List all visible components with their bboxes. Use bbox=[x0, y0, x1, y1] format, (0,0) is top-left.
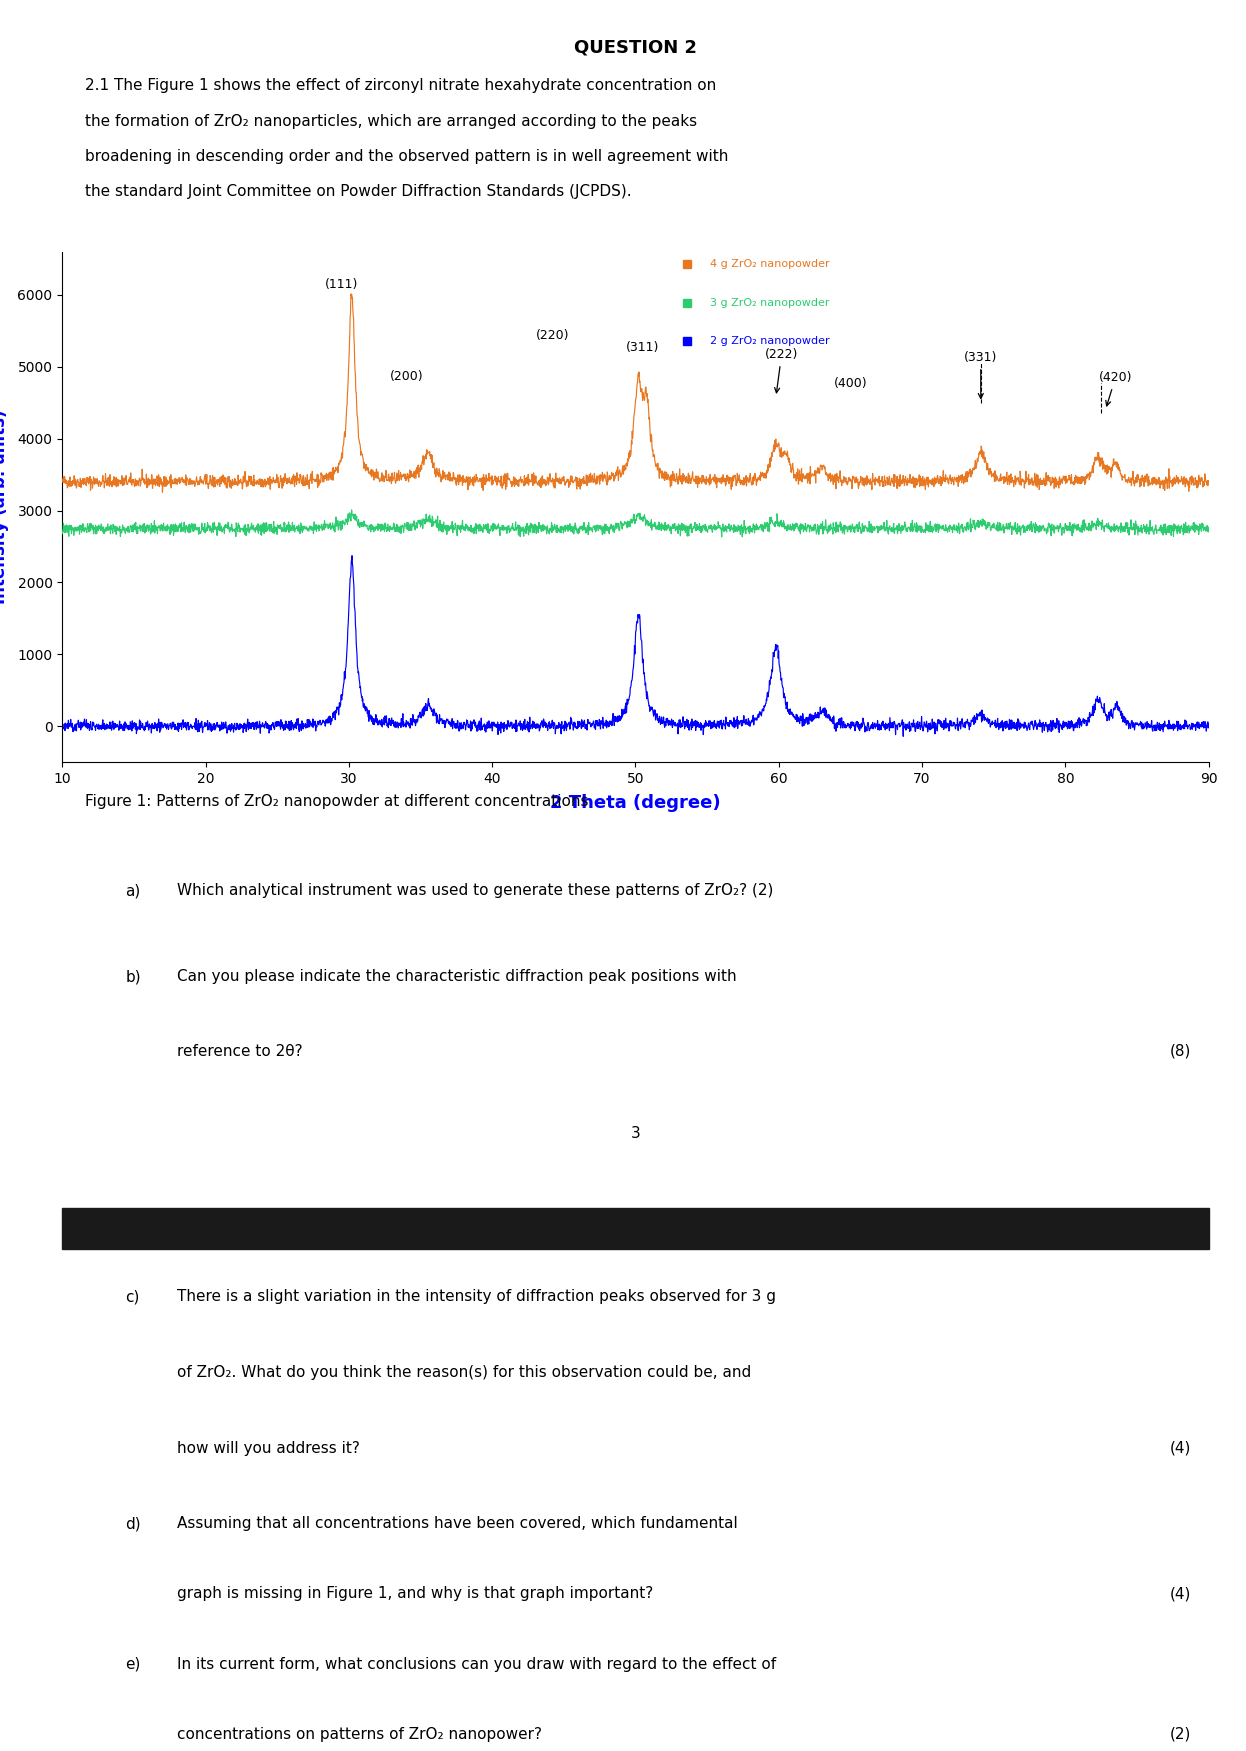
Text: (200): (200) bbox=[390, 369, 422, 383]
Text: 2.1 The Figure 1 shows the effect of zirconyl nitrate hexahydrate concentration : 2.1 The Figure 1 shows the effect of zir… bbox=[85, 79, 716, 93]
Y-axis label: Intensity (arb. units): Intensity (arb. units) bbox=[0, 410, 9, 604]
Text: Which analytical instrument was used to generate these patterns of ZrO₂? (2): Which analytical instrument was used to … bbox=[177, 883, 774, 898]
Text: a): a) bbox=[126, 883, 141, 898]
Text: 4 g ZrO₂ nanopowder: 4 g ZrO₂ nanopowder bbox=[710, 259, 830, 270]
Text: (420): (420) bbox=[1099, 371, 1133, 406]
Text: d): d) bbox=[126, 1516, 141, 1530]
Text: concentrations on patterns of ZrO₂ nanopower?: concentrations on patterns of ZrO₂ nanop… bbox=[177, 1726, 542, 1742]
Text: the formation of ZrO₂ nanoparticles, which are arranged according to the peaks: the formation of ZrO₂ nanoparticles, whi… bbox=[85, 114, 698, 128]
Text: (222): (222) bbox=[765, 348, 799, 392]
Text: (311): (311) bbox=[625, 341, 659, 354]
X-axis label: 2 Theta (degree): 2 Theta (degree) bbox=[551, 795, 720, 812]
Text: 3: 3 bbox=[630, 1126, 640, 1140]
Text: reference to 2θ?: reference to 2θ? bbox=[177, 1044, 303, 1059]
Text: (220): (220) bbox=[536, 329, 569, 343]
Text: (331): (331) bbox=[964, 350, 998, 399]
Text: (2): (2) bbox=[1170, 1726, 1191, 1742]
Text: 2 g ZrO₂ nanopowder: 2 g ZrO₂ nanopowder bbox=[710, 336, 830, 347]
Text: (4): (4) bbox=[1170, 1441, 1191, 1455]
Text: There is a slight variation in the intensity of diffraction peaks observed for 3: There is a slight variation in the inten… bbox=[177, 1289, 776, 1304]
Text: (111): (111) bbox=[325, 278, 359, 291]
Text: Figure 1: Patterns of ZrO₂ nanopowder at different concentrations: Figure 1: Patterns of ZrO₂ nanopowder at… bbox=[85, 793, 588, 809]
Text: In its current form, what conclusions can you draw with regard to the effect of: In its current form, what conclusions ca… bbox=[177, 1656, 776, 1672]
Text: (400): (400) bbox=[834, 376, 867, 390]
Text: e): e) bbox=[126, 1656, 141, 1672]
Text: of ZrO₂. What do you think the reason(s) for this observation could be, and: of ZrO₂. What do you think the reason(s)… bbox=[177, 1366, 751, 1380]
Text: Assuming that all concentrations have been covered, which fundamental: Assuming that all concentrations have be… bbox=[177, 1516, 738, 1530]
Text: 3 g ZrO₂ nanopowder: 3 g ZrO₂ nanopowder bbox=[710, 298, 830, 308]
Text: the standard Joint Committee on Powder Diffraction Standards (JCPDS).: the standard Joint Committee on Powder D… bbox=[85, 184, 632, 200]
Text: (4): (4) bbox=[1170, 1586, 1191, 1602]
Text: how will you address it?: how will you address it? bbox=[177, 1441, 360, 1455]
FancyBboxPatch shape bbox=[62, 1208, 1209, 1248]
Text: Can you please indicate the characteristic diffraction peak positions with: Can you please indicate the characterist… bbox=[177, 968, 736, 984]
Text: broadening in descending order and the observed pattern is in well agreement wit: broadening in descending order and the o… bbox=[85, 149, 729, 165]
Text: c): c) bbox=[126, 1289, 140, 1304]
Text: (8): (8) bbox=[1170, 1044, 1191, 1059]
Text: graph is missing in Figure 1, and why is that graph important?: graph is missing in Figure 1, and why is… bbox=[177, 1586, 653, 1602]
Text: QUESTION 2: QUESTION 2 bbox=[574, 39, 697, 58]
Text: b): b) bbox=[126, 968, 141, 984]
